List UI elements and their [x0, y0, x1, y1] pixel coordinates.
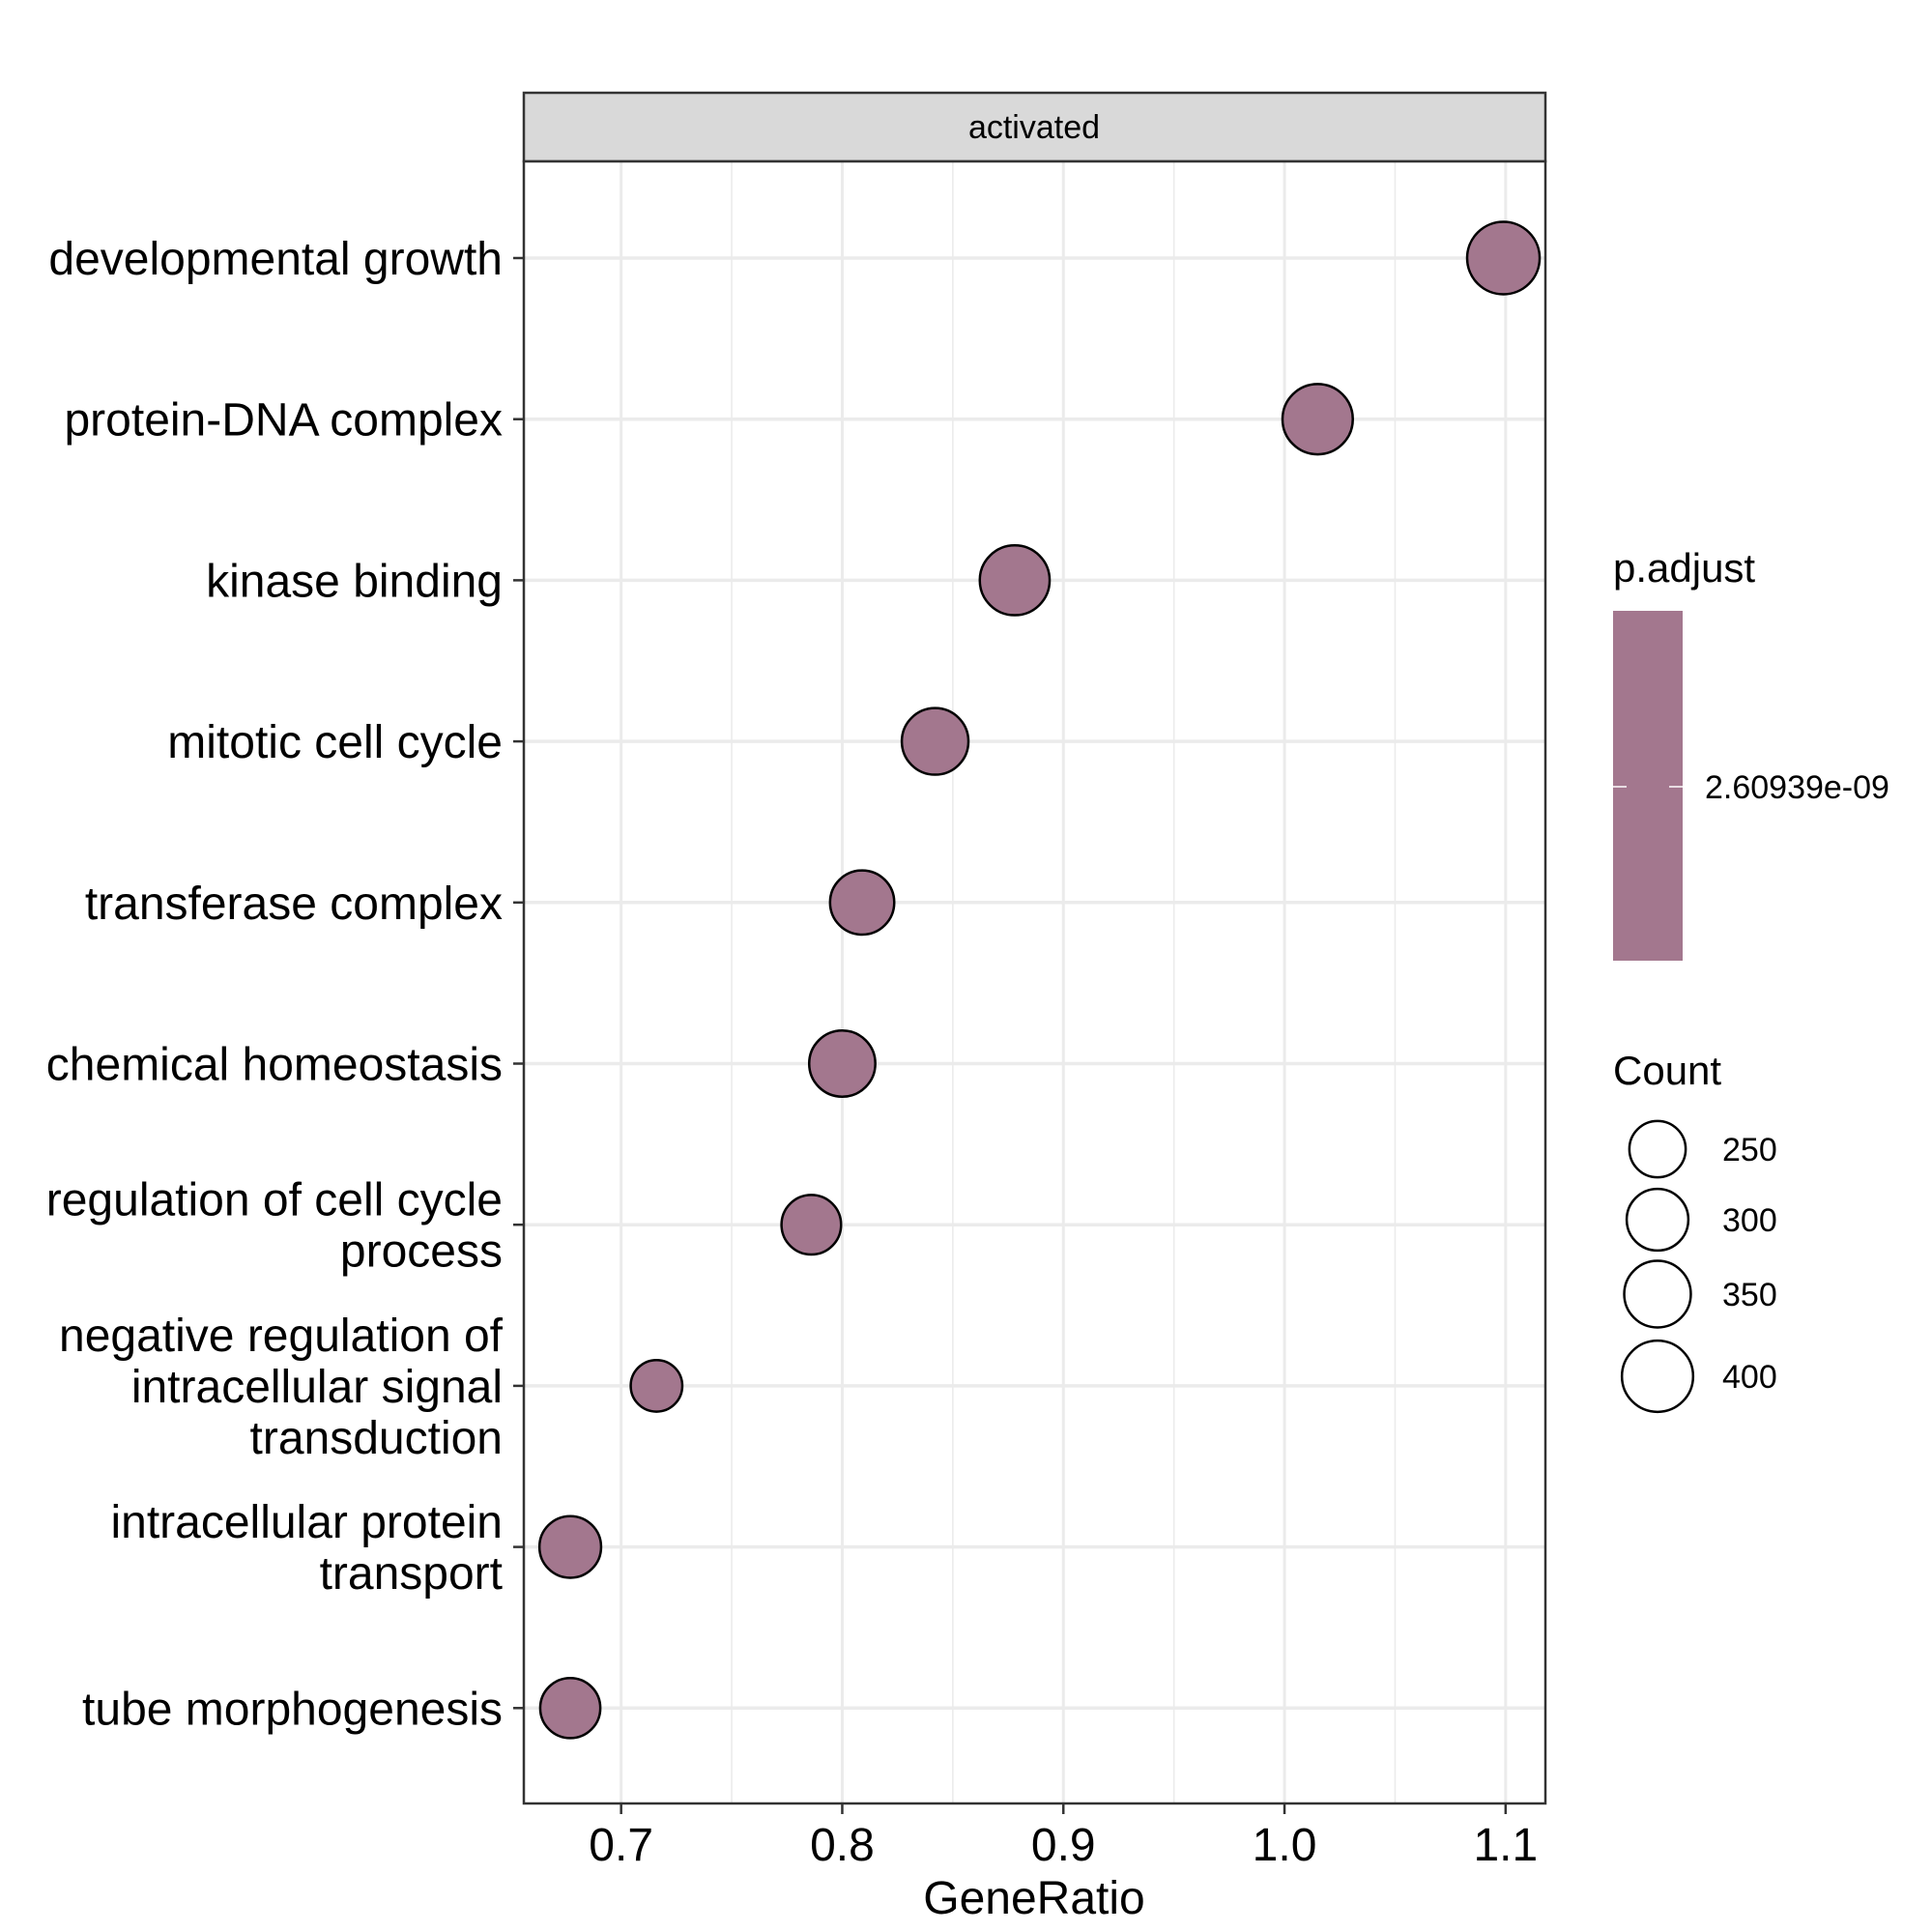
- size-legend-label: 250: [1722, 1132, 1777, 1168]
- minor-gridlines: [731, 161, 1397, 1803]
- colorbar: [1613, 611, 1683, 961]
- major-gridlines: [524, 161, 1545, 1803]
- data-points: [537, 220, 1542, 1740]
- size-legend-key: [1628, 1119, 1687, 1179]
- panel-background: [524, 161, 1545, 1803]
- size-legend-label: 300: [1722, 1202, 1777, 1239]
- y-tick-label: developmental growth: [48, 234, 503, 285]
- x-tick-label: 1.0: [1253, 1820, 1317, 1871]
- x-axis-title: GeneRatio: [923, 1873, 1144, 1924]
- colorbar-label: 2.60939e-09: [1705, 769, 1889, 806]
- data-point: [807, 1029, 877, 1098]
- y-tick-label: kinase binding: [206, 556, 503, 607]
- size-legend-title: Count: [1613, 1048, 1721, 1093]
- x-axis: 0.7 0.8 0.9 1.0 1.1: [589, 1803, 1538, 1871]
- size-legend: Count 250 300 350 400: [1613, 1048, 1777, 1414]
- y-tick-label: mitotic cell cycle: [167, 717, 503, 768]
- data-point: [828, 869, 896, 937]
- data-point: [538, 1676, 602, 1740]
- data-point: [629, 1358, 684, 1413]
- facet-strip-label: activated: [968, 109, 1100, 146]
- y-tick-label: intracellular protein transport: [110, 1497, 503, 1600]
- data-point: [780, 1194, 843, 1256]
- data-point: [1281, 383, 1354, 456]
- facet-strip: activated: [522, 91, 1547, 163]
- size-legend-label: 400: [1722, 1359, 1777, 1396]
- facet-strip-background: [522, 91, 1547, 163]
- size-legend-key: [1620, 1339, 1695, 1414]
- y-tick-label: protein-DNA complex: [64, 395, 503, 447]
- data-point: [537, 1514, 603, 1579]
- size-legend-key: [1623, 1259, 1692, 1329]
- y-tick-label: negative regulation of intracellular sign…: [59, 1311, 504, 1464]
- x-tick-label: 0.9: [1031, 1820, 1096, 1871]
- x-tick-label: 0.7: [589, 1820, 653, 1871]
- x-tick-label: 1.1: [1473, 1820, 1538, 1871]
- y-tick-label: regulation of cell cycle process: [46, 1175, 503, 1278]
- size-legend-label: 350: [1722, 1277, 1777, 1313]
- x-tick-label: 0.8: [810, 1820, 875, 1871]
- data-point: [1465, 220, 1542, 296]
- size-legend-key: [1625, 1187, 1690, 1253]
- y-axis: developmental growth protein-DNA complex k…: [46, 234, 524, 1735]
- y-tick-label: transferase complex: [85, 879, 503, 930]
- color-legend-title: p.adjust: [1613, 545, 1755, 591]
- panel-border: [522, 159, 1547, 1805]
- data-point: [900, 706, 970, 776]
- y-tick-label: tube morphogenesis: [82, 1684, 503, 1735]
- data-point: [978, 544, 1052, 617]
- y-tick-label: chemical homeostasis: [46, 1040, 503, 1091]
- color-legend: p.adjust 2.60939e-09: [1613, 545, 1889, 961]
- plot-panel: [522, 159, 1547, 1805]
